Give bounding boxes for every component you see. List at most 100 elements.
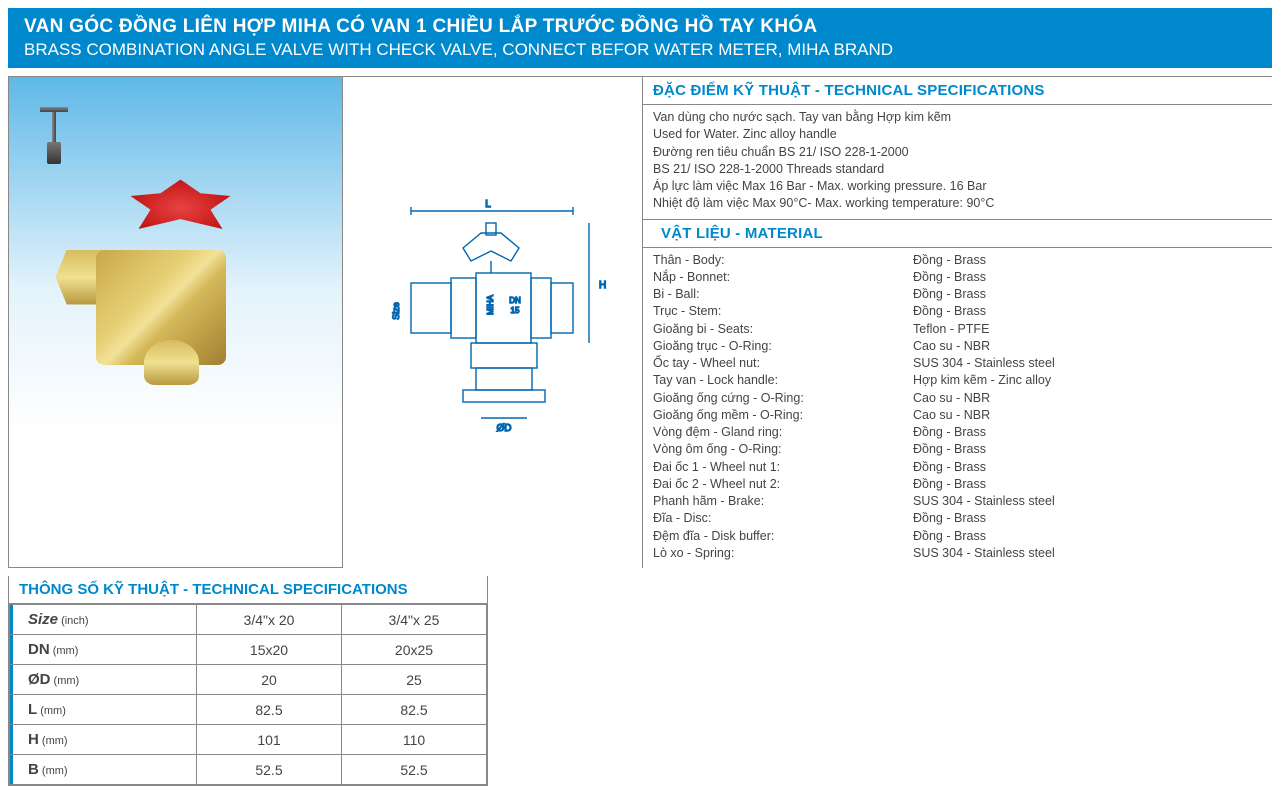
- material-value: Đồng - Brass: [913, 303, 1262, 320]
- table-cell: 82.5: [341, 695, 486, 725]
- material-label: Gioăng ống mềm - O-Ring:: [653, 407, 913, 424]
- material-value: Đồng - Brass: [913, 441, 1262, 458]
- tech-spec-line: Đường ren tiêu chuẩn BS 21/ ISO 228-1-20…: [653, 144, 1262, 161]
- material-value: Cao su - NBR: [913, 338, 1262, 355]
- material-section: VẬT LIỆU - MATERIAL Thân - Body:Đồng - B…: [643, 220, 1272, 569]
- product-photo: [9, 77, 342, 432]
- material-row: Đai ốc 1 - Wheel nut 1:Đồng - Brass: [653, 459, 1262, 476]
- material-value: Đồng - Brass: [913, 528, 1262, 545]
- material-value: Đồng - Brass: [913, 424, 1262, 441]
- material-label: Phanh hãm - Brake:: [653, 493, 913, 510]
- tech-spec-line: Van dùng cho nước sạch. Tay van bằng Hợp…: [653, 109, 1262, 126]
- photo-panel: [8, 77, 343, 568]
- material-value: Đồng - Brass: [913, 286, 1262, 303]
- tech-spec-line: BS 21/ ISO 228-1-2000 Threads standard: [653, 161, 1262, 178]
- material-row: Lò xo - Spring:SUS 304 - Stainless steel: [653, 545, 1262, 562]
- material-label: Thân - Body:: [653, 252, 913, 269]
- table-cell: 82.5: [197, 695, 342, 725]
- row-label-cell: DN (mm): [10, 635, 197, 665]
- table-row: Size (inch)3/4"x 203/4"x 25: [10, 605, 487, 635]
- brand-label: MIHA: [486, 294, 495, 315]
- table-row: H (mm)101110: [10, 725, 487, 755]
- material-label: Đệm đĩa - Disk buffer:: [653, 528, 913, 545]
- material-value: Đồng - Brass: [913, 252, 1262, 269]
- material-value: Đồng - Brass: [913, 269, 1262, 286]
- material-label: Đai ốc 1 - Wheel nut 1:: [653, 459, 913, 476]
- material-value: Cao su - NBR: [913, 407, 1262, 424]
- table-cell: 3/4"x 20: [197, 605, 342, 635]
- material-label: Đai ốc 2 - Wheel nut 2:: [653, 476, 913, 493]
- row-label-cell: B (mm): [10, 755, 197, 785]
- valve-image: [56, 125, 296, 385]
- table-cell: 20: [197, 665, 342, 695]
- table-row: B (mm)52.552.5: [10, 755, 487, 785]
- row-label-cell: H (mm): [10, 725, 197, 755]
- material-row: Vòng đệm - Gland ring:Đồng - Brass: [653, 424, 1262, 441]
- dn-value: 15: [510, 306, 519, 315]
- technical-drawing: L Size H: [363, 193, 623, 453]
- title-vietnamese: VAN GÓC ĐỒNG LIÊN HỢP MIHA CÓ VAN 1 CHIỀ…: [24, 16, 1256, 38]
- material-value: Hợp kim kẽm - Zinc alloy: [913, 372, 1262, 389]
- material-row: Thân - Body:Đồng - Brass: [653, 252, 1262, 269]
- material-label: Nắp - Bonnet:: [653, 269, 913, 286]
- material-label: Tay van - Lock handle:: [653, 372, 913, 389]
- row-label-cell: ØD (mm): [10, 665, 197, 695]
- material-value: Teflon - PTFE: [913, 321, 1262, 338]
- material-row: Gioăng trục - O-Ring:Cao su - NBR: [653, 338, 1262, 355]
- tech-spec-line: Nhiệt độ làm việc Max 90°C- Max. working…: [653, 195, 1262, 212]
- material-row: Trục - Stem:Đồng - Brass: [653, 303, 1262, 320]
- material-row: Gioăng bi - Seats:Teflon - PTFE: [653, 321, 1262, 338]
- material-value: SUS 304 - Stainless steel: [913, 493, 1262, 510]
- material-body: Thân - Body:Đồng - BrassNắp - Bonnet:Đồn…: [643, 248, 1272, 569]
- material-row: Bi - Ball:Đồng - Brass: [653, 286, 1262, 303]
- tech-spec-body: Van dùng cho nước sạch. Tay van bằng Hợp…: [643, 105, 1272, 219]
- material-header: VẬT LIỆU - MATERIAL: [643, 220, 1272, 248]
- material-value: Đồng - Brass: [913, 510, 1262, 527]
- specs-panel: ĐẶC ĐIỂM KỸ THUẬT - TECHNICAL SPECIFICAT…: [643, 77, 1272, 568]
- material-label: Lò xo - Spring:: [653, 545, 913, 562]
- material-value: Đồng - Brass: [913, 476, 1262, 493]
- material-value: SUS 304 - Stainless steel: [913, 355, 1262, 372]
- material-value: Cao su - NBR: [913, 390, 1262, 407]
- material-label: Gioăng trục - O-Ring:: [653, 338, 913, 355]
- table-cell: 25: [341, 665, 486, 695]
- table-cell: 52.5: [341, 755, 486, 785]
- tech-spec-header: ĐẶC ĐIỂM KỸ THUẬT - TECHNICAL SPECIFICAT…: [643, 77, 1272, 105]
- dn-label: DN: [509, 296, 521, 305]
- table-row: DN (mm)15x2020x25: [10, 635, 487, 665]
- material-row: Gioăng ống cứng - O-Ring:Cao su - NBR: [653, 390, 1262, 407]
- material-value: Đồng - Brass: [913, 459, 1262, 476]
- title-english: BRASS COMBINATION ANGLE VALVE WITH CHECK…: [24, 40, 1256, 60]
- table-cell: 3/4"x 25: [341, 605, 486, 635]
- table-cell: 20x25: [341, 635, 486, 665]
- dim-h-label: H: [599, 280, 606, 291]
- material-label: Trục - Stem:: [653, 303, 913, 320]
- row-label-cell: Size (inch): [10, 605, 197, 635]
- material-label: Đĩa - Disc:: [653, 510, 913, 527]
- material-value: SUS 304 - Stainless steel: [913, 545, 1262, 562]
- material-row: Đĩa - Disc:Đồng - Brass: [653, 510, 1262, 527]
- diagram-panel: L Size H: [343, 77, 643, 568]
- material-row: Đai ốc 2 - Wheel nut 2:Đồng - Brass: [653, 476, 1262, 493]
- table-cell: 110: [341, 725, 486, 755]
- dim-od-label: ØD: [496, 423, 511, 434]
- material-row: Nắp - Bonnet:Đồng - Brass: [653, 269, 1262, 286]
- material-label: Vòng ôm ống - O-Ring:: [653, 441, 913, 458]
- material-label: Vòng đệm - Gland ring:: [653, 424, 913, 441]
- material-row: Tay van - Lock handle:Hợp kim kẽm - Zinc…: [653, 372, 1262, 389]
- material-label: Gioăng bi - Seats:: [653, 321, 913, 338]
- material-row: Phanh hãm - Brake:SUS 304 - Stainless st…: [653, 493, 1262, 510]
- dim-l-label: L: [485, 199, 491, 210]
- table-cell: 52.5: [197, 755, 342, 785]
- material-row: Ốc tay - Wheel nut:SUS 304 - Stainless s…: [653, 355, 1262, 372]
- table-cell: 101: [197, 725, 342, 755]
- material-label: Ốc tay - Wheel nut:: [653, 355, 913, 372]
- tech-spec-line: Used for Water. Zinc alloy handle: [653, 126, 1262, 143]
- material-row: Vòng ôm ống - O-Ring:Đồng - Brass: [653, 441, 1262, 458]
- dim-size-label: Size: [391, 302, 401, 320]
- table-cell: 15x20: [197, 635, 342, 665]
- table-row: L (mm)82.582.5: [10, 695, 487, 725]
- material-label: Bi - Ball:: [653, 286, 913, 303]
- dimensions-table: Size (inch)3/4"x 203/4"x 25DN (mm)15x202…: [9, 604, 487, 785]
- tech-spec-line: Áp lực làm việc Max 16 Bar - Max. workin…: [653, 178, 1262, 195]
